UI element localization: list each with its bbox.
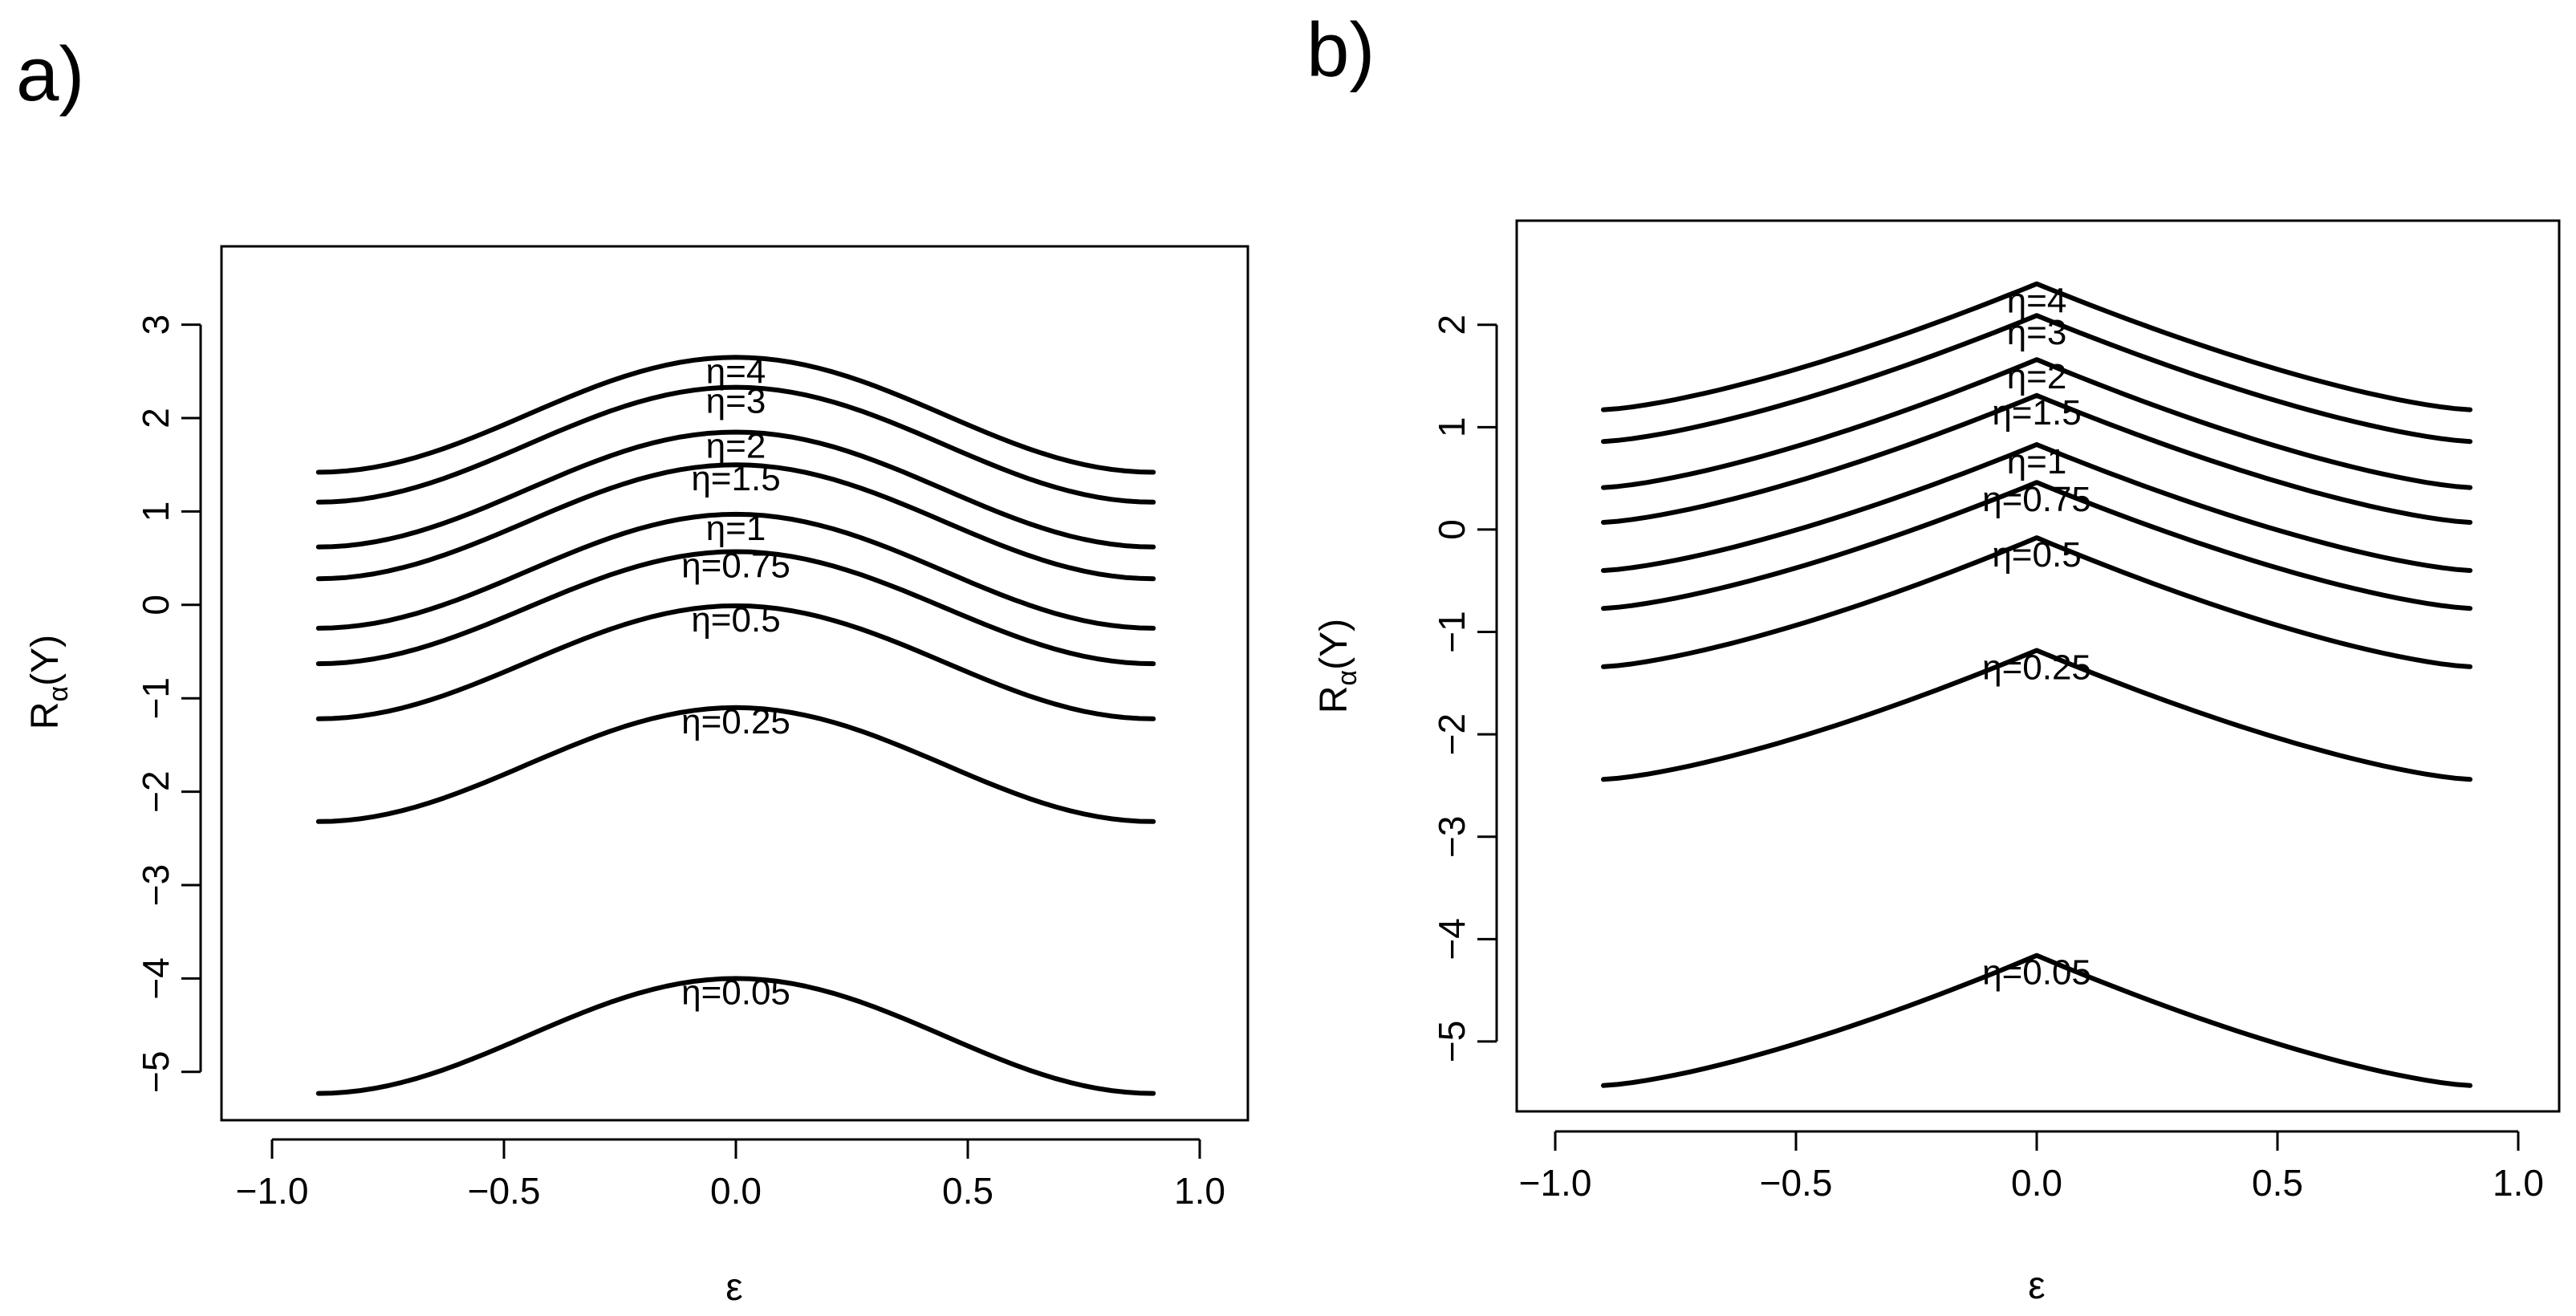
panel-b-curves [1601, 281, 2472, 1088]
panel-b-y-axis-label-sub: α [1332, 670, 1363, 686]
panel-a-curve-labels: η=4η=3 η=2η=1.5 η=1η=0.75 η=0.5 η=0.25 η=0.05 [681, 351, 790, 1012]
panel-a-y-tick-label: 1 [135, 502, 177, 522]
panel-b-series-line [1601, 442, 2472, 573]
panel-b-y-tick-label: −4 [1431, 918, 1473, 960]
panel-a-series-line [315, 549, 1156, 667]
panel-a-series-label: η=0.05 [681, 973, 790, 1012]
panel-b-series-line [1601, 357, 2472, 490]
panel-b-x-tick-label: 0.0 [2011, 1162, 2062, 1204]
panel-b-series-line [1601, 952, 2472, 1088]
panel-b-y-tick-label: 0 [1431, 519, 1473, 540]
panel-b-y-axis-label-main: R [1313, 685, 1355, 713]
panel-b-y-tick-label: −3 [1431, 815, 1473, 857]
panel-b-series-line [1601, 480, 2472, 611]
panel-b-series-label: η=0.05 [1982, 953, 2091, 993]
panel-a-series-line [315, 462, 1156, 582]
panel-a-series-label: η=0.25 [681, 702, 790, 741]
panel-a-x-tick-label: 0.0 [710, 1170, 762, 1212]
panel-b-y-axis: −5 −4 −3 −2 −1 0 1 2 [1431, 315, 1498, 1062]
panel-a-series-line [315, 603, 1156, 721]
panel-b-curve-labels: η=4η=3 η=2η=1.5 η=1η=0.75 η=0.5 η=0.25 η=0.05 [1982, 282, 2091, 993]
panel-a-y-tick-label: −2 [135, 770, 177, 812]
panel-b-series-line [1601, 392, 2472, 525]
panel-b-series-label: η=1.5 [1992, 393, 2081, 433]
panel-b-series-label: η=1 [2007, 442, 2067, 481]
panel-a: a) η=4η=3 η=2η=1.5 η=1η=0.75 η=0.5 η=0.25 η=0… [16, 31, 1249, 1309]
panel-a-series-label: η=3 [706, 382, 766, 421]
panel-a-x-axis-label: ε [725, 1266, 742, 1309]
panel-a-series-label: η=4 [706, 351, 766, 391]
panel-b-series-line [1601, 648, 2472, 782]
panel-a-series-line [315, 384, 1156, 505]
panel-b-y-tick-label: 1 [1431, 417, 1473, 438]
panel-b-y-tick-label: −2 [1431, 713, 1473, 755]
panel-b-series-label: η=0.25 [1982, 648, 2091, 688]
panel-a-y-axis-label-sub: α [43, 686, 74, 702]
panel-b-series-line [1601, 535, 2472, 669]
panel-a-series-line [315, 355, 1156, 475]
panel-b-x-tick-label: −1.0 [1519, 1162, 1592, 1204]
panel-b-y-axis-label: Rα(Y) [1313, 619, 1363, 713]
panel-a-y-tick-label: −5 [135, 1051, 177, 1093]
panel-a-x-tick-label: 1.0 [1174, 1170, 1225, 1212]
panel-a-label: a) [16, 31, 84, 117]
panel-a-y-tick-label: 2 [135, 408, 177, 429]
panel-a-y-tick-label: −1 [135, 677, 177, 719]
panel-b-series-line [1601, 281, 2472, 412]
panel-a-y-tick-label: 0 [135, 595, 177, 615]
panel-b: b) η=4η=3 η=2η=1.5 η=1η=0.75 η=0.5 η=0.25 η=0… [1306, 7, 2561, 1307]
panel-b-y-axis-label-tail: (Y) [1313, 619, 1355, 670]
panel-a-curves [315, 355, 1156, 1096]
panel-b-series-label: η=2 [2007, 357, 2067, 396]
panel-a-x-tick-label: −0.5 [468, 1170, 541, 1212]
panel-b-x-tick-label: 1.0 [2493, 1162, 2544, 1204]
panel-a-series-label: η=1 [706, 509, 766, 548]
panel-a-x-axis: −1.0 −0.5 0.0 0.5 1.0 [236, 1138, 1225, 1212]
panel-b-y-tick-label: 2 [1431, 315, 1473, 335]
panel-a-x-tick-label: 0.5 [942, 1170, 993, 1212]
panel-a-y-tick-label: −3 [135, 864, 177, 906]
panel-a-y-tick-label: −4 [135, 957, 177, 999]
panel-a-series-label: η=1.5 [691, 459, 780, 498]
panel-b-series-label: η=4 [2007, 282, 2067, 321]
panel-b-label: b) [1306, 7, 1375, 93]
panel-a-x-tick-label: −1.0 [236, 1170, 309, 1212]
panel-b-x-axis-label: ε [2028, 1265, 2045, 1307]
panel-a-series-line [315, 976, 1156, 1096]
panel-b-series-line [1601, 313, 2472, 445]
panel-a-series-label: η=0.75 [681, 546, 790, 586]
panel-b-y-tick-label: −5 [1431, 1021, 1473, 1062]
panel-b-x-tick-label: 0.5 [2252, 1162, 2303, 1204]
panel-a-series-label: η=2 [706, 427, 766, 466]
panel-b-x-tick-label: −0.5 [1760, 1162, 1833, 1204]
panel-a-series-line [315, 429, 1156, 550]
panel-a-y-axis-label-tail: (Y) [24, 635, 67, 686]
panel-b-series-label: η=3 [2007, 313, 2067, 352]
panel-b-plot-frame [1515, 219, 2561, 1113]
panel-a-series-label: η=0.5 [691, 600, 780, 640]
panel-b-x-axis: −1.0 −0.5 0.0 0.5 1.0 [1519, 1130, 2544, 1204]
panel-a-series-line [315, 705, 1156, 824]
panel-a-y-axis: −5 −4 −3 −2 −1 0 1 2 3 [135, 315, 202, 1093]
panel-b-y-tick-label: −1 [1431, 611, 1473, 652]
panel-b-series-label: η=0.5 [1992, 535, 2081, 575]
panel-a-y-axis-label-main: R [24, 701, 67, 729]
panel-a-y-tick-label: 3 [135, 315, 177, 335]
panel-a-plot-frame [220, 245, 1249, 1122]
panel-a-y-axis-label: Rα(Y) [24, 635, 74, 729]
panel-a-series-line [315, 511, 1156, 631]
panel-b-series-label: η=0.75 [1982, 480, 2091, 519]
